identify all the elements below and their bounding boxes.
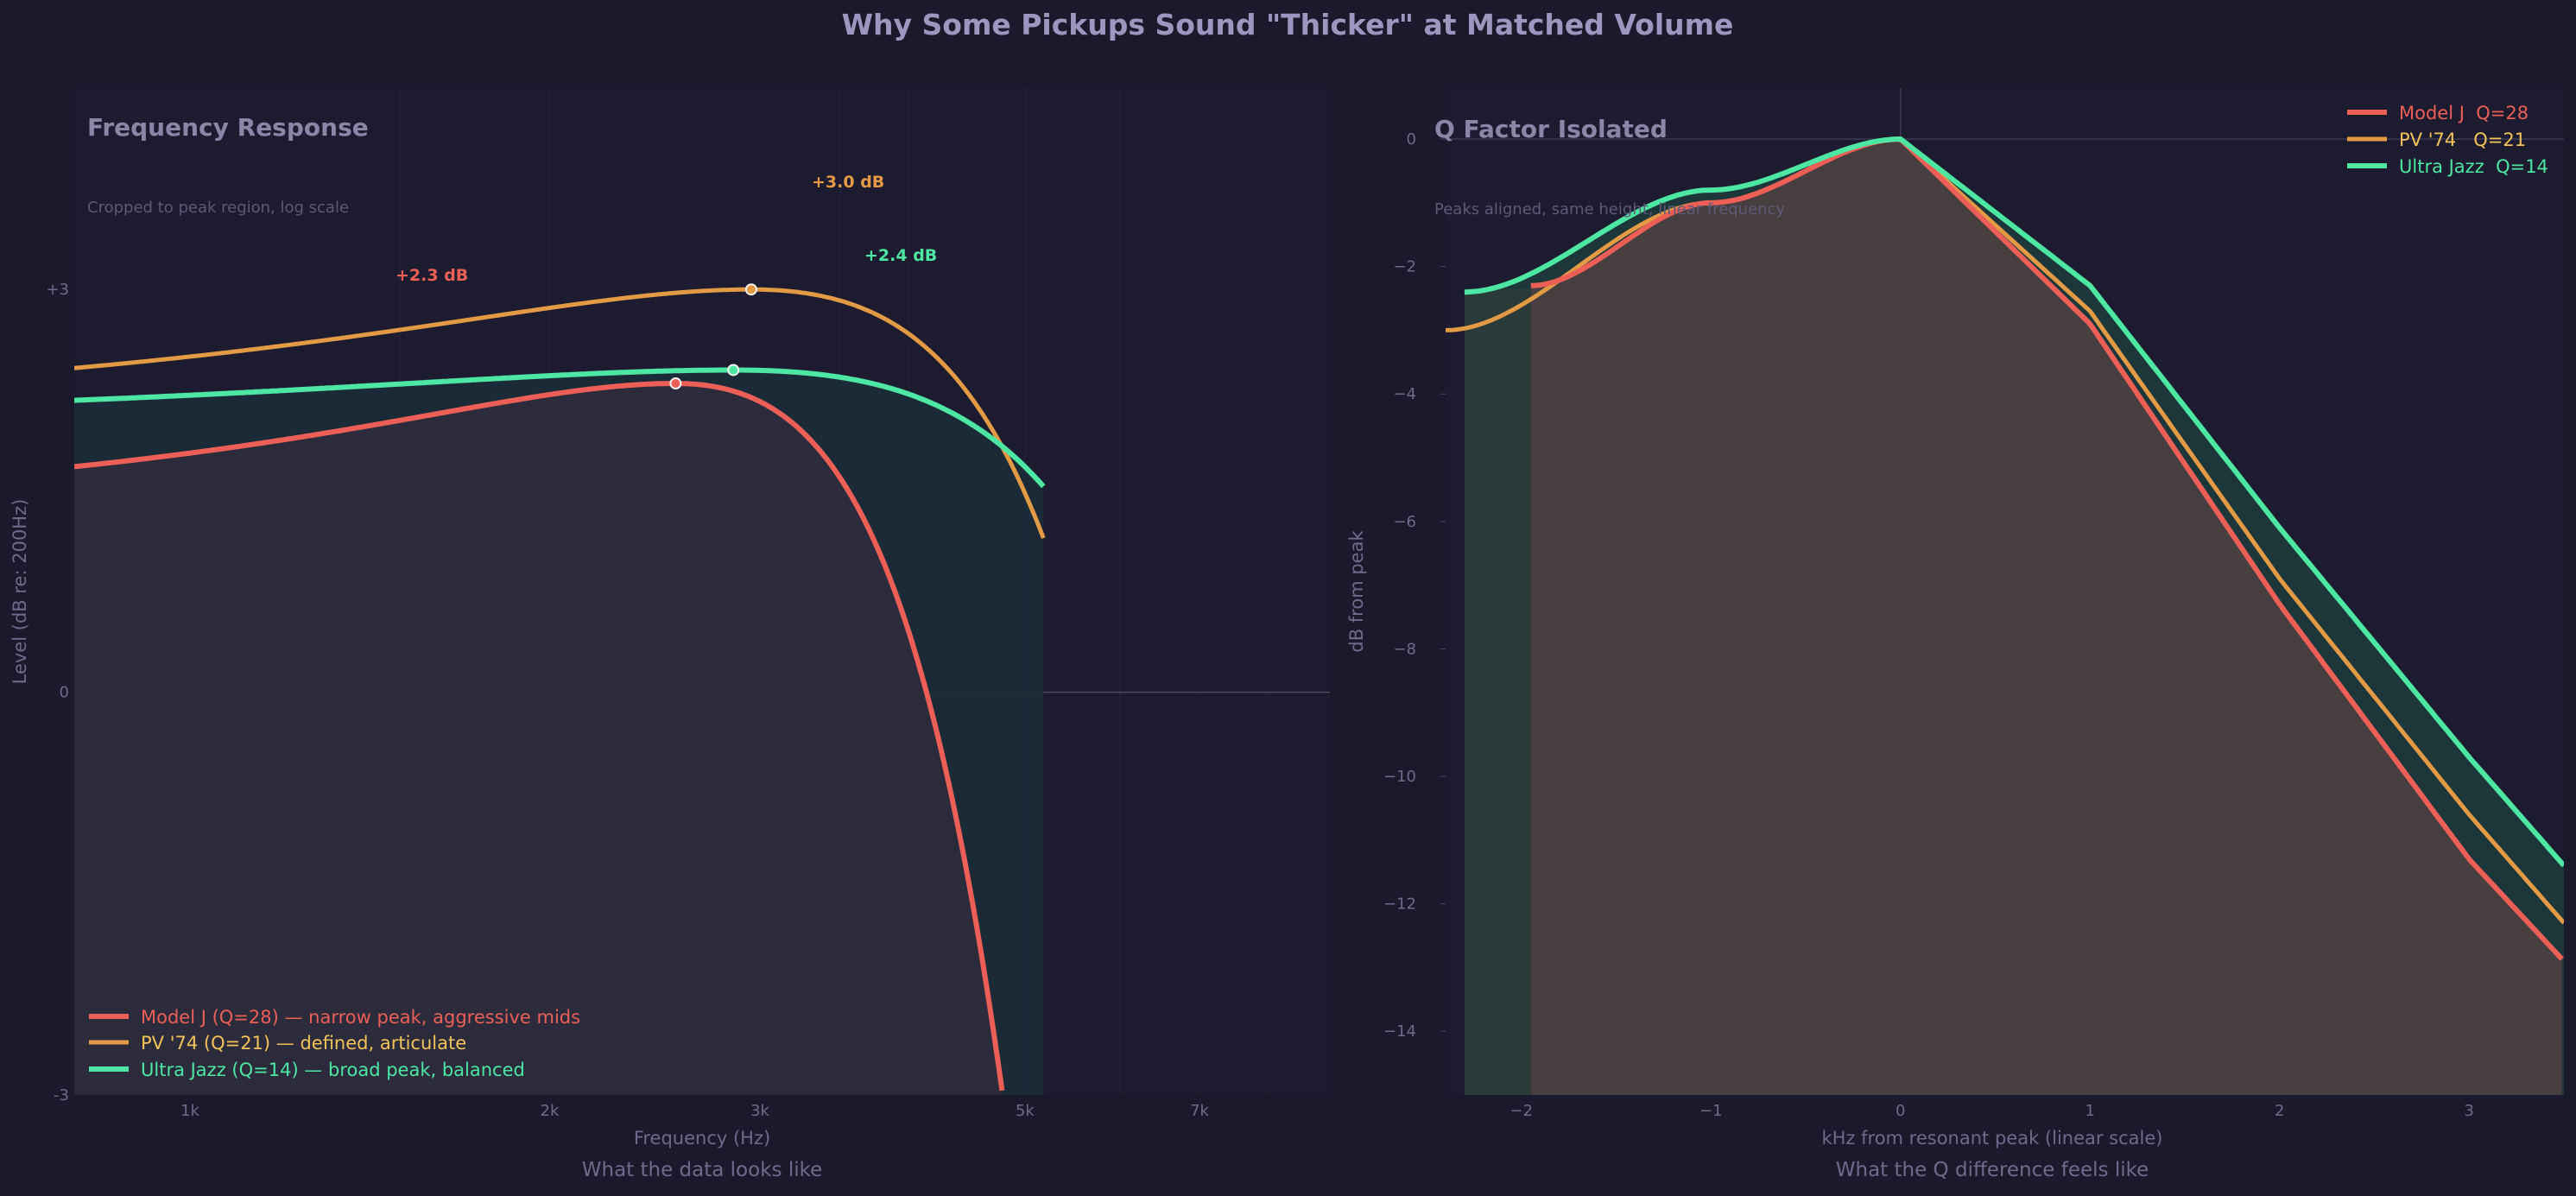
right-ytick-label-0: 0 [1407,130,1416,149]
left-peak-markers [669,283,757,390]
right-ticks: −2 −1 0 1 2 30−2−4−6−8−10−12−14 [1383,130,2474,1120]
right-ytick-label-3: −6 [1393,513,1416,531]
left-line-pv74 [74,287,1046,539]
right-ytick-label-7: −14 [1383,1022,1416,1041]
right-ylabel: dB from peak [1346,530,1367,653]
left-panel-title: Frequency Response [87,113,369,142]
left-xlabel: Frequency (Hz) [634,1128,770,1149]
right-xtick-label-0: −2 [1510,1102,1534,1120]
right-fill-model-j [1530,139,2562,1095]
right-xtick-label-3: 1 [2085,1102,2095,1120]
left-ytick-label-2: -3 [54,1086,69,1104]
right-ytick-label-6: −12 [1383,895,1416,914]
right-panel-title: Q Factor Isolated [1434,115,1668,143]
right-caption: What the Q difference feels like [1836,1159,2149,1181]
right-xlabel: kHz from resonant peak (linear scale) [1821,1128,2162,1149]
right-panel-subtitle: Peaks aligned, same height, linear frequ… [1434,200,1785,218]
right-ytick-label-5: −10 [1383,768,1416,786]
left-xtick-label-1k: 1k [180,1102,199,1120]
legend-label-q-ultra-jazz: Ultra Jazz Q=14 [2399,156,2548,177]
left-fills [74,370,1044,1095]
left-xtick-label-2k: 2k [541,1102,560,1120]
right-legend: Model J Q=28 PV '74 Q=21 Ultra Jazz Q=14 [2347,103,2548,177]
right-ytick-label-2: −4 [1393,385,1416,403]
left-lines [74,287,1046,1092]
right-line-model-j [1530,136,2564,961]
right-lines [1446,136,2564,961]
legend-label-model-j: Model J (Q=28) — narrow peak, aggressive… [141,1007,580,1028]
right-xtick-label-4: 2 [2275,1102,2284,1120]
left-line-ultra-jazz [74,367,1046,489]
legend-label-q-pv74: PV '74 Q=21 [2399,130,2526,150]
frequency-response-panel: 1k 2k 3k 5k 7k +3 0 -3 Frequency Response Cropp… [9,88,1330,1181]
left-xtick-label-7k: 7k [1190,1102,1209,1120]
peak-label-model-j: +2.3 dB [396,266,468,285]
legend-label-pv74: PV '74 (Q=21) — defined, articulate [141,1033,466,1054]
left-ylabel: Level (dB re: 200Hz) [9,499,30,685]
right-xtick-label-1: −1 [1699,1102,1723,1120]
right-xtick-label-5: 3 [2465,1102,2474,1120]
right-fills [1464,139,2564,1095]
legend-label-q-model-j: Model J Q=28 [2399,103,2529,123]
peak-label-pv74: +3.0 dB [812,173,884,192]
left-ticks: 1k 2k 3k 5k 7k +3 0 -3 [46,281,1209,1120]
left-peak-marker-pv74 [744,283,757,296]
right-line-pv74 [1446,136,2564,925]
q-factor-panel: −2 −1 0 1 2 30−2−4−6−8−10−12−14 Q Factor Isol… [1346,88,2564,1181]
left-fill-model-j [74,383,1010,1095]
right-ytick-label-4: −8 [1393,640,1416,658]
left-line-model-j [74,381,1005,1092]
peak-label-ultra-jazz: +2.4 dB [864,246,937,265]
left-ytick-label-1: 0 [60,684,69,702]
left-peak-marker-ultra-jazz [727,364,740,377]
left-xtick-label-3k: 3k [750,1102,769,1120]
right-fill-ultra-jazz-edge [1464,288,1531,1095]
left-caption: What the data looks like [582,1159,823,1181]
right-ytick-label-1: −2 [1393,258,1416,276]
left-xtick-label-5k: 5k [1016,1102,1035,1120]
right-xtick-label-2: 0 [1896,1102,1905,1120]
left-legend: Model J (Q=28) — narrow peak, aggressive… [89,1007,580,1080]
right-line-ultra-jazz [1464,136,2564,868]
left-ytick-label-0: +3 [46,281,69,299]
figure-title: Why Some Pickups Sound "Thicker" at Matc… [842,8,1734,41]
left-panel-subtitle: Cropped to peak region, log scale [87,199,349,217]
legend-label-ultra-jazz: Ultra Jazz (Q=14) — broad peak, balanced [141,1060,525,1080]
left-peak-marker-model-j [669,377,682,390]
